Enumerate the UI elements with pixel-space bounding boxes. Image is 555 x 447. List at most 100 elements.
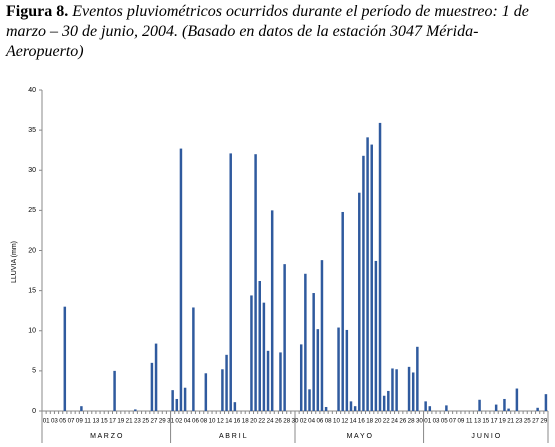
bar <box>304 273 307 411</box>
bar <box>353 406 357 411</box>
bar <box>154 343 158 411</box>
bar <box>134 409 137 411</box>
bar <box>494 404 498 411</box>
bar <box>391 368 394 411</box>
x-tick-label: 01 <box>424 418 431 425</box>
bar <box>345 329 349 411</box>
x-tick-label: 12 <box>217 418 224 425</box>
x-tick-label: 01 <box>43 418 50 425</box>
bar <box>171 390 174 411</box>
x-tick-label: 18 <box>366 418 373 425</box>
bar <box>80 406 83 411</box>
bar <box>183 387 187 411</box>
x-tick-label: 22 <box>258 418 265 425</box>
y-tick-label: 10 <box>28 328 36 335</box>
bar <box>341 211 344 411</box>
y-tick-label: 30 <box>28 167 36 174</box>
x-tick-label: 05 <box>59 418 66 425</box>
bar <box>250 295 253 411</box>
caption-text: Eventos pluviométricos ocurridos durante… <box>6 3 529 60</box>
y-tick-label: 35 <box>28 127 36 134</box>
x-tick-label: 21 <box>126 418 133 425</box>
bar <box>262 302 266 411</box>
x-tick-label: 15 <box>482 418 489 425</box>
bar <box>536 407 539 411</box>
bar <box>362 155 365 411</box>
bar <box>229 153 232 411</box>
bar <box>395 369 398 411</box>
bar <box>428 406 432 411</box>
bar <box>258 280 261 411</box>
x-tick-label: 19 <box>117 418 124 425</box>
x-tick-label: 28 <box>408 418 415 425</box>
x-tick-label: 29 <box>540 418 547 425</box>
month-label: J U N I O <box>471 433 500 440</box>
y-tick-label: 15 <box>28 287 36 294</box>
x-tick-label: 06 <box>316 418 323 425</box>
x-tick-label: 02 <box>300 418 307 425</box>
bar <box>349 401 353 411</box>
bar <box>225 354 228 411</box>
x-tick-label: 27 <box>532 418 539 425</box>
bar <box>411 372 415 411</box>
x-tick-label: 23 <box>516 418 523 425</box>
x-tick-label: 17 <box>109 418 116 425</box>
x-tick-label: 27 <box>151 418 158 425</box>
bar <box>382 395 386 411</box>
bar <box>478 399 481 411</box>
x-tick-label: 07 <box>68 418 75 425</box>
y-tick-label: 25 <box>28 207 36 214</box>
x-tick-label: 03 <box>433 418 440 425</box>
bar <box>308 389 311 411</box>
x-tick-label: 20 <box>375 418 382 425</box>
x-tick-label: 21 <box>507 418 514 425</box>
bar <box>324 406 328 411</box>
x-tick-label: 13 <box>92 418 99 425</box>
bar <box>424 401 427 411</box>
bar <box>407 366 411 411</box>
x-tick-label: 12 <box>341 418 348 425</box>
bar <box>192 307 195 411</box>
bar <box>204 373 208 411</box>
bar <box>337 327 340 411</box>
caption: Figura 8. Eventos pluviométricos ocurrid… <box>6 2 554 62</box>
x-tick-label: 08 <box>200 418 207 425</box>
bar <box>370 144 373 411</box>
x-tick-label: 04 <box>308 418 315 425</box>
bar <box>175 398 179 411</box>
bar <box>544 394 548 411</box>
bar <box>358 192 361 411</box>
x-tick-label: 20 <box>250 418 257 425</box>
x-tick-label: 03 <box>51 418 58 425</box>
bar <box>279 352 282 411</box>
bar <box>378 122 382 411</box>
x-tick-label: 16 <box>358 418 365 425</box>
bar <box>515 388 519 411</box>
x-tick-label: 24 <box>267 418 274 425</box>
bar <box>266 350 270 411</box>
x-tick-label: 22 <box>383 418 390 425</box>
bar <box>63 306 67 411</box>
x-tick-label: 09 <box>457 418 464 425</box>
bar <box>299 344 303 411</box>
x-tick-label: 11 <box>466 418 473 425</box>
bar <box>387 390 390 411</box>
bar <box>221 369 224 411</box>
x-tick-label: 26 <box>275 418 282 425</box>
y-tick-label: 0 <box>32 408 36 415</box>
caption-label: Figura 8. <box>6 3 69 20</box>
x-tick-label: 05 <box>441 418 448 425</box>
y-axis-label: LLUVIA (mm) <box>11 241 18 283</box>
x-tick-label: 08 <box>325 418 332 425</box>
bar <box>316 329 320 411</box>
month-label: M A R Z O <box>90 433 123 440</box>
bar <box>312 293 315 411</box>
x-tick-label: 24 <box>391 418 398 425</box>
y-tick-label: 5 <box>32 368 36 375</box>
bar <box>320 260 324 411</box>
bar <box>445 405 448 411</box>
bar <box>366 137 369 411</box>
bar <box>254 154 257 411</box>
x-tick-label: 14 <box>225 418 232 425</box>
